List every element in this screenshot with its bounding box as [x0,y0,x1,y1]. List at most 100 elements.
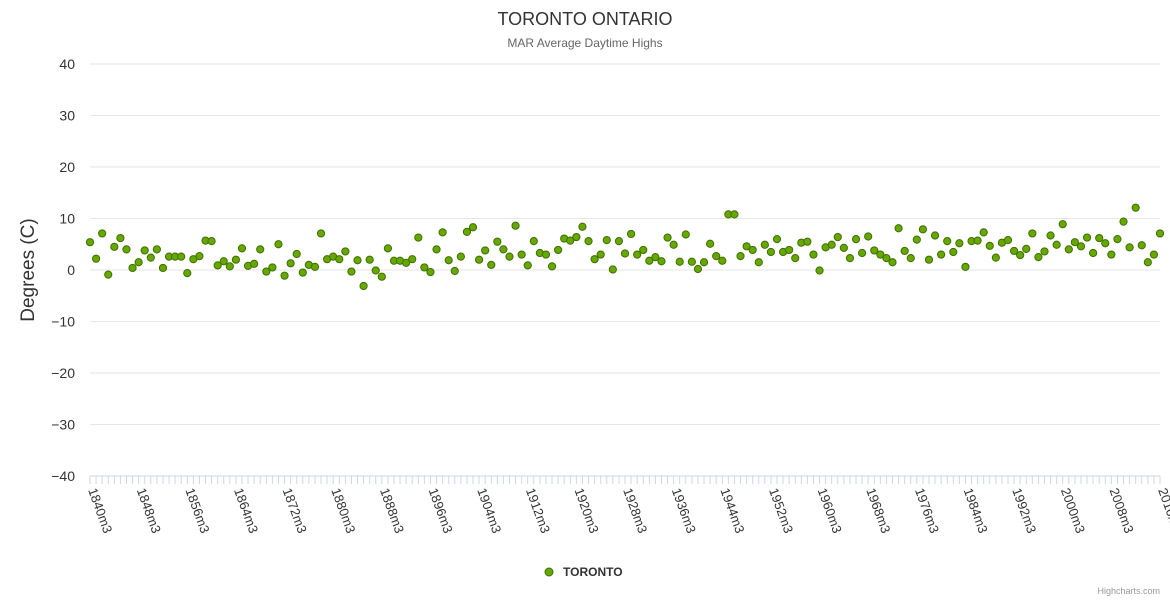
data-point[interactable] [1137,241,1146,250]
data-point[interactable] [572,232,581,242]
data-point[interactable] [955,239,964,248]
data-point[interactable] [602,236,611,245]
data-point[interactable] [633,250,642,259]
data-point[interactable] [420,263,429,272]
data-point[interactable] [554,245,563,255]
data-point[interactable] [1058,220,1067,229]
data-point[interactable] [639,245,648,255]
data-point[interactable] [1009,246,1019,256]
data-point[interactable] [864,232,873,241]
data-point[interactable] [268,263,277,272]
data-point[interactable] [791,254,800,263]
data-point[interactable] [481,246,490,255]
data-point[interactable] [128,263,137,273]
data-point[interactable] [924,255,934,264]
data-point[interactable] [596,250,605,259]
data-point[interactable] [1155,229,1165,238]
data-point[interactable] [1040,247,1049,256]
data-point[interactable] [377,272,386,281]
data-point[interactable] [505,252,514,261]
data-point[interactable] [274,240,283,249]
data-point[interactable] [450,266,459,276]
data-point[interactable] [91,254,101,263]
data-point[interactable] [620,249,630,258]
data-point[interactable] [973,236,982,245]
data-point[interactable] [256,245,265,254]
data-point[interactable] [614,237,624,246]
data-point[interactable] [474,255,484,264]
data-point[interactable] [918,225,927,234]
data-point[interactable] [845,254,855,263]
data-point[interactable] [809,250,818,259]
data-point[interactable] [511,221,520,230]
data-point[interactable] [487,260,496,269]
data-point[interactable] [699,258,709,267]
data-point[interactable] [104,270,113,279]
data-point[interactable] [231,255,241,264]
data-point[interactable] [371,266,380,275]
data-point[interactable] [1034,253,1043,262]
data-point[interactable] [541,250,551,259]
data-point[interactable] [408,255,417,264]
data-point[interactable] [116,233,125,243]
data-point[interactable] [657,257,666,266]
data-point[interactable] [250,259,259,268]
data-point[interactable] [353,256,362,265]
data-point[interactable] [347,267,356,276]
data-point[interactable] [110,242,119,251]
data-point[interactable] [985,241,994,250]
data-point[interactable] [590,255,599,264]
data-point[interactable] [870,246,879,255]
data-point[interactable] [943,237,952,246]
data-point[interactable] [858,248,867,258]
data-point[interactable] [754,258,763,267]
data-point[interactable] [827,240,836,249]
data-point[interactable] [85,238,95,247]
data-point[interactable] [772,235,782,244]
data-point[interactable] [608,265,617,274]
data-point[interactable] [177,252,186,261]
data-point[interactable] [262,267,271,276]
data-point[interactable] [876,250,885,259]
data-point[interactable] [687,257,696,266]
data-point[interactable] [566,236,575,245]
data-point[interactable] [839,243,848,252]
data-point[interactable] [584,237,593,246]
data-point[interactable] [493,237,502,246]
data-point[interactable] [1107,250,1116,259]
data-point[interactable] [365,255,374,264]
data-point[interactable] [383,244,392,253]
credits-link[interactable]: Highcharts.com [1097,586,1160,596]
data-point[interactable] [912,235,921,244]
data-point[interactable] [766,247,776,257]
data-point[interactable] [286,259,295,268]
data-point[interactable] [280,271,289,280]
data-point[interactable] [1076,242,1086,251]
data-point[interactable] [1125,243,1134,252]
data-point[interactable] [517,250,526,259]
data-point[interactable] [681,230,690,239]
data-point[interactable] [675,257,684,266]
data-point[interactable] [359,281,368,291]
data-point[interactable] [730,210,739,219]
data-point[interactable] [663,233,672,242]
data-point[interactable] [158,263,168,273]
data-point[interactable] [310,262,320,272]
data-point[interactable] [894,224,903,233]
data-point[interactable] [140,246,149,255]
data-point[interactable] [1070,238,1079,247]
data-point[interactable] [298,268,307,277]
data-point[interactable] [1119,217,1128,226]
data-point[interactable] [523,261,532,270]
data-point[interactable] [748,245,757,255]
data-point[interactable] [499,245,508,254]
data-point[interactable] [626,229,636,239]
data-point[interactable] [1095,233,1104,243]
data-point[interactable] [937,250,946,259]
data-point[interactable] [1003,236,1013,245]
data-point[interactable] [669,240,678,249]
data-point[interactable] [432,245,441,254]
data-point[interactable] [651,253,660,262]
data-point[interactable] [1028,229,1037,238]
data-point[interactable] [718,256,727,265]
